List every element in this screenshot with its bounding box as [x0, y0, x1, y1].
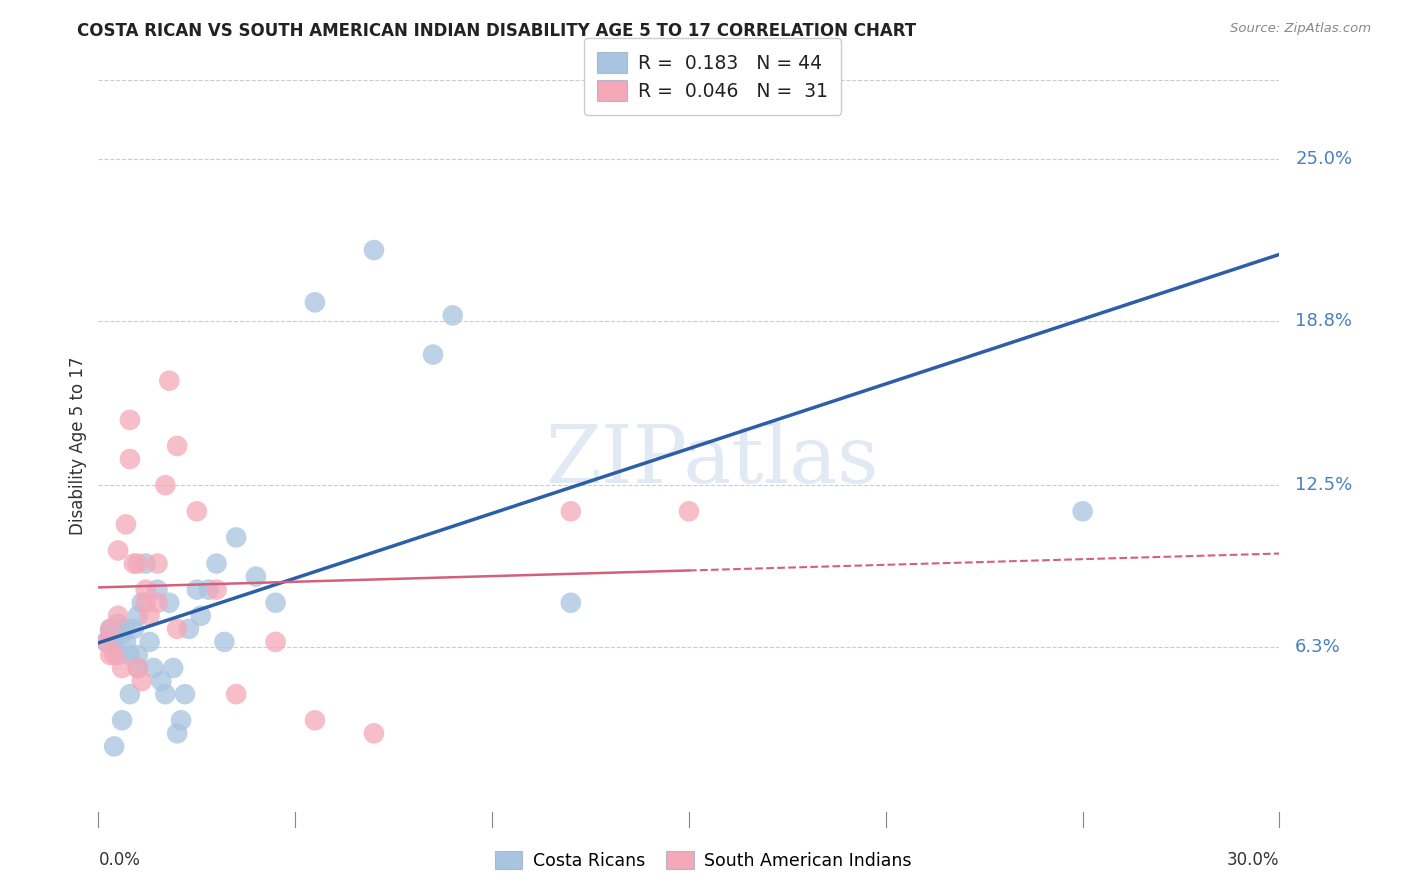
Point — [166, 439, 188, 453]
Text: 0.0%: 0.0% — [98, 851, 141, 869]
Point — [155, 478, 177, 492]
Point — [127, 557, 149, 571]
Point — [131, 596, 153, 610]
Point — [118, 648, 141, 662]
Point — [422, 348, 444, 362]
Text: ZIPatlas: ZIPatlas — [546, 422, 879, 500]
Point — [111, 714, 134, 728]
Point — [146, 557, 169, 571]
Point — [1071, 504, 1094, 518]
Point — [118, 687, 141, 701]
Text: 6.3%: 6.3% — [1295, 638, 1341, 657]
Point — [118, 413, 141, 427]
Point — [111, 627, 134, 641]
Point — [98, 622, 121, 636]
Point — [155, 687, 177, 701]
Y-axis label: Disability Age 5 to 17: Disability Age 5 to 17 — [69, 357, 87, 535]
Point — [304, 714, 326, 728]
Point — [225, 687, 247, 701]
Point — [107, 648, 129, 662]
Point — [146, 582, 169, 597]
Point — [96, 635, 118, 649]
Point — [190, 608, 212, 623]
Text: COSTA RICAN VS SOUTH AMERICAN INDIAN DISABILITY AGE 5 TO 17 CORRELATION CHART: COSTA RICAN VS SOUTH AMERICAN INDIAN DIS… — [77, 22, 917, 40]
Text: Source: ZipAtlas.com: Source: ZipAtlas.com — [1230, 22, 1371, 36]
Point — [118, 452, 141, 467]
Point — [363, 243, 385, 257]
Point — [115, 635, 138, 649]
Point — [157, 374, 180, 388]
Point — [245, 569, 267, 583]
Point — [678, 504, 700, 518]
Point — [138, 635, 160, 649]
Point — [304, 295, 326, 310]
Point — [205, 582, 228, 597]
Point — [363, 726, 385, 740]
Point — [127, 648, 149, 662]
Point — [166, 726, 188, 740]
Text: 18.8%: 18.8% — [1295, 311, 1353, 330]
Point — [560, 596, 582, 610]
Point — [127, 608, 149, 623]
Point — [111, 661, 134, 675]
Point — [170, 714, 193, 728]
Point — [135, 596, 157, 610]
Text: 12.5%: 12.5% — [1295, 476, 1353, 494]
Point — [107, 543, 129, 558]
Point — [127, 661, 149, 675]
Point — [264, 635, 287, 649]
Point — [122, 557, 145, 571]
Point — [205, 557, 228, 571]
Point — [98, 622, 121, 636]
Legend: Costa Ricans, South American Indians: Costa Ricans, South American Indians — [486, 843, 920, 879]
Point — [174, 687, 197, 701]
Point — [186, 582, 208, 597]
Point — [162, 661, 184, 675]
Point — [177, 622, 200, 636]
Point — [146, 596, 169, 610]
Point — [107, 608, 129, 623]
Point — [122, 622, 145, 636]
Text: 30.0%: 30.0% — [1227, 851, 1279, 869]
Point — [150, 674, 173, 689]
Point — [103, 739, 125, 754]
Point — [131, 674, 153, 689]
Point — [142, 661, 165, 675]
Point — [138, 608, 160, 623]
Point — [264, 596, 287, 610]
Point — [115, 622, 138, 636]
Point — [135, 582, 157, 597]
Point — [103, 648, 125, 662]
Point — [127, 661, 149, 675]
Point — [166, 622, 188, 636]
Point — [186, 504, 208, 518]
Point — [98, 648, 121, 662]
Point — [214, 635, 236, 649]
Point — [197, 582, 219, 597]
Point — [560, 504, 582, 518]
Text: 25.0%: 25.0% — [1295, 150, 1353, 168]
Point — [107, 616, 129, 631]
Point — [98, 627, 121, 641]
Point — [135, 557, 157, 571]
Point — [115, 517, 138, 532]
Legend: R =  0.183   N = 44, R =  0.046   N =  31: R = 0.183 N = 44, R = 0.046 N = 31 — [583, 38, 841, 114]
Point — [103, 635, 125, 649]
Point — [157, 596, 180, 610]
Point — [96, 635, 118, 649]
Point — [225, 530, 247, 544]
Point — [441, 309, 464, 323]
